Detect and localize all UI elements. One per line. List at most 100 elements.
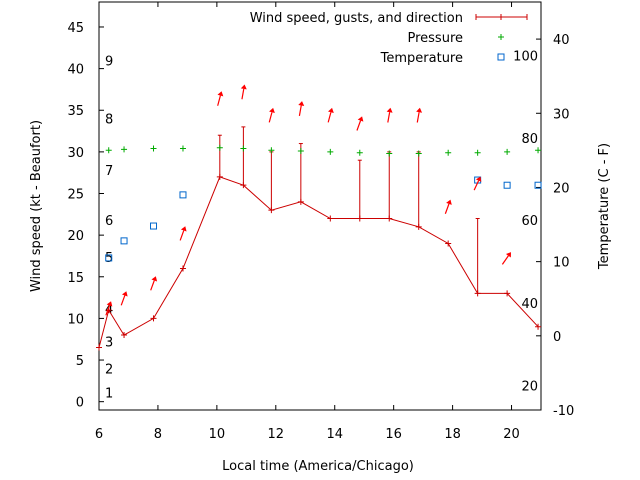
fahrenheit-label: 20 xyxy=(521,380,538,395)
arrow-head xyxy=(217,91,224,97)
y-right-tick-label: 20 xyxy=(553,181,570,196)
pressure-point xyxy=(268,147,275,154)
y-left-tick-label: 25 xyxy=(67,188,84,203)
pressure-point xyxy=(356,149,363,156)
wind-direction-arrow xyxy=(327,107,334,123)
arrow-head xyxy=(446,199,452,205)
arrow-shaft xyxy=(179,230,185,241)
arrow-shaft xyxy=(268,112,273,123)
wind-direction-arrow xyxy=(105,301,113,316)
arrow-head xyxy=(327,107,334,114)
temperature-point xyxy=(120,237,128,245)
arrow-head xyxy=(121,291,128,297)
arrow-shaft xyxy=(473,180,480,191)
y-right-tick-label: -10 xyxy=(553,404,574,419)
temperature-point xyxy=(534,181,542,189)
y-axis-title-left: Wind speed (kt - Beaufort) xyxy=(29,120,44,292)
pressure-point xyxy=(216,144,223,151)
temperature-point xyxy=(150,222,158,230)
beaufort-label: 3 xyxy=(105,336,113,351)
arrow-head xyxy=(298,101,305,107)
arrow-head xyxy=(180,226,187,232)
wind-direction-arrow xyxy=(501,252,511,265)
fahrenheit-label: 60 xyxy=(521,214,538,229)
arrow-shaft xyxy=(416,112,420,123)
pressure-point xyxy=(415,150,422,157)
arrow-shaft xyxy=(150,280,155,291)
wind-direction-arrow xyxy=(386,107,393,123)
wind-direction-arrow xyxy=(150,276,158,291)
pressure-point xyxy=(474,149,481,156)
wind-speed-series xyxy=(96,126,542,351)
y-left-tick-label: 5 xyxy=(76,354,84,369)
beaufort-label: 9 xyxy=(105,54,113,69)
y-right-tick-label: 0 xyxy=(553,330,561,345)
arrow-head xyxy=(505,252,511,258)
wind-speed-point xyxy=(327,215,334,222)
x-tick-label: 6 xyxy=(95,427,103,442)
arrow-head xyxy=(269,107,275,114)
y-left-tick-label: 40 xyxy=(67,63,84,78)
beaufort-label: 7 xyxy=(105,164,113,179)
arrow-shaft xyxy=(241,88,245,100)
arrow-shaft xyxy=(298,105,302,116)
y-left-tick-label: 30 xyxy=(67,146,84,161)
pressure-point xyxy=(121,146,128,153)
wind-direction-arrow xyxy=(416,107,423,123)
y-left-tick-label: 15 xyxy=(67,271,84,286)
fahrenheit-label: 40 xyxy=(521,297,538,312)
legend-label: Wind speed, gusts, and direction xyxy=(250,11,463,26)
wind-direction-arrow xyxy=(240,84,247,100)
temperature-point xyxy=(179,191,187,199)
wind-direction-arrow xyxy=(356,116,364,131)
temperature-point xyxy=(503,181,511,189)
fahrenheit-label: 100 xyxy=(513,49,538,64)
pressure-point xyxy=(327,148,334,155)
x-tick-label: 10 xyxy=(209,427,226,442)
arrow-head xyxy=(386,107,393,113)
pressure-point xyxy=(297,148,304,155)
fahrenheit-scale-labels: 20 40 60 80 100 xyxy=(513,49,538,394)
beaufort-label: 6 xyxy=(105,214,113,229)
wind-direction-arrow xyxy=(298,101,305,116)
arrow-head xyxy=(106,301,113,307)
wind-direction-arrow xyxy=(217,91,224,106)
arrow-head xyxy=(151,276,158,282)
arrow-shaft xyxy=(356,120,362,131)
pressure-point xyxy=(504,148,511,155)
wind-direction-arrows xyxy=(105,84,511,316)
beaufort-label: 5 xyxy=(105,251,113,266)
legend-temperature-swatch xyxy=(497,53,505,61)
wind-speed-point xyxy=(504,290,511,297)
plot-frame xyxy=(98,1,542,411)
temperature-point xyxy=(105,254,113,262)
wind-direction-arrow xyxy=(473,176,482,191)
wind-direction-arrow xyxy=(179,226,187,241)
wind-speed-line xyxy=(98,176,539,348)
x-tick-label: 8 xyxy=(154,427,162,442)
x-axis-title: Local time (America/Chicago) xyxy=(222,459,414,474)
arrow-shaft xyxy=(444,203,450,214)
arrow-shaft xyxy=(387,112,391,123)
y-right-tick-label: 30 xyxy=(553,107,570,122)
legend-label: Temperature xyxy=(380,51,463,66)
beaufort-label: 2 xyxy=(105,362,113,377)
y-right-tick-label: 10 xyxy=(553,256,570,271)
arrow-shaft xyxy=(105,305,111,316)
wind-speed-point xyxy=(96,344,102,351)
arrow-shaft xyxy=(217,95,221,106)
x-tick-label: 18 xyxy=(444,427,461,442)
x-tick-label: 16 xyxy=(385,427,402,442)
arrow-shaft xyxy=(120,295,126,306)
y-left-tick-label: 35 xyxy=(67,104,84,119)
wind-speed-point xyxy=(535,323,542,330)
pressure-point xyxy=(105,147,112,154)
y-left-tick-label: 0 xyxy=(76,396,84,411)
fahrenheit-label: 80 xyxy=(521,132,538,147)
beaufort-label: 1 xyxy=(105,387,113,402)
arrow-head xyxy=(416,107,423,113)
wind-direction-arrow xyxy=(120,291,128,306)
beaufort-label: 8 xyxy=(105,113,113,128)
x-tick-label: 20 xyxy=(503,427,520,442)
